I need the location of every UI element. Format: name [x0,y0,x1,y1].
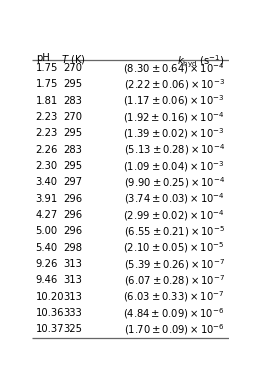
Text: $(9.90 \pm 0.25) \times 10^{-4}$: $(9.90 \pm 0.25) \times 10^{-4}$ [123,175,225,190]
Text: $(2.22 \pm 0.06) \times 10^{-3}$: $(2.22 \pm 0.06) \times 10^{-3}$ [124,77,225,92]
Text: 3.40: 3.40 [36,178,58,188]
Text: 283: 283 [64,145,83,155]
Text: 325: 325 [64,324,83,335]
Text: $(2.10 \pm 0.05) \times 10^{-5}$: $(2.10 \pm 0.05) \times 10^{-5}$ [123,240,225,255]
Text: 295: 295 [64,128,83,138]
Text: 297: 297 [64,178,83,188]
Text: 296: 296 [64,227,83,236]
Text: $(4.84 \pm 0.09) \times 10^{-6}$: $(4.84 \pm 0.09) \times 10^{-6}$ [123,306,225,320]
Text: $(2.99 \pm 0.02) \times 10^{-4}$: $(2.99 \pm 0.02) \times 10^{-4}$ [123,208,225,223]
Text: 283: 283 [64,96,83,106]
Text: $(5.13 \pm 0.28) \times 10^{-4}$: $(5.13 \pm 0.28) \times 10^{-4}$ [123,142,225,157]
Text: 3.91: 3.91 [36,194,58,204]
Text: $(8.30 \pm 0.64) \times 10^{-4}$: $(8.30 \pm 0.64) \times 10^{-4}$ [123,61,225,76]
Text: $(1.09 \pm 0.04) \times 10^{-3}$: $(1.09 \pm 0.04) \times 10^{-3}$ [123,159,225,173]
Text: 296: 296 [64,210,83,220]
Text: 313: 313 [64,275,83,285]
Text: 1.75: 1.75 [36,63,58,73]
Text: 296: 296 [64,194,83,204]
Text: $(6.07 \pm 0.28) \times 10^{-7}$: $(6.07 \pm 0.28) \times 10^{-7}$ [124,273,225,288]
Text: $(1.70 \pm 0.09) \times 10^{-6}$: $(1.70 \pm 0.09) \times 10^{-6}$ [124,322,225,337]
Text: 2.23: 2.23 [36,112,58,122]
Text: 10.36: 10.36 [36,308,64,318]
Text: 2.23: 2.23 [36,128,58,138]
Text: 5.00: 5.00 [36,227,58,236]
Text: $k_{\mathrm{hyd}}$ (s$^{-1}$): $k_{\mathrm{hyd}}$ (s$^{-1}$) [178,53,225,70]
Text: 2.30: 2.30 [36,161,58,171]
Text: 270: 270 [64,63,83,73]
Text: $(1.39 \pm 0.02) \times 10^{-3}$: $(1.39 \pm 0.02) \times 10^{-3}$ [123,126,225,141]
Text: $(5.39 \pm 0.26) \times 10^{-7}$: $(5.39 \pm 0.26) \times 10^{-7}$ [124,257,225,272]
Text: 295: 295 [64,79,83,89]
Text: 10.37: 10.37 [36,324,64,335]
Text: $(6.03 \pm 0.33) \times 10^{-7}$: $(6.03 \pm 0.33) \times 10^{-7}$ [123,290,225,304]
Text: 1.75: 1.75 [36,79,58,89]
Text: 313: 313 [64,259,83,269]
Text: $(1.92 \pm 0.16) \times 10^{-4}$: $(1.92 \pm 0.16) \times 10^{-4}$ [123,110,225,125]
Text: 313: 313 [64,292,83,302]
Text: $(1.17 \pm 0.06) \times 10^{-3}$: $(1.17 \pm 0.06) \times 10^{-3}$ [123,93,225,108]
Text: $(3.74 \pm 0.03) \times 10^{-4}$: $(3.74 \pm 0.03) \times 10^{-4}$ [124,191,225,206]
Text: pH: pH [36,53,50,63]
Text: 295: 295 [64,161,83,171]
Text: 10.20: 10.20 [36,292,64,302]
Text: 333: 333 [64,308,83,318]
Text: 270: 270 [64,112,83,122]
Text: 298: 298 [64,243,83,253]
Text: 2.26: 2.26 [36,145,58,155]
Text: 9.26: 9.26 [36,259,58,269]
Text: 4.27: 4.27 [36,210,58,220]
Text: $\mathit{T}$ (K): $\mathit{T}$ (K) [61,53,86,66]
Text: 1.81: 1.81 [36,96,58,106]
Text: 5.40: 5.40 [36,243,58,253]
Text: 9.46: 9.46 [36,275,58,285]
Text: $(6.55 \pm 0.21) \times 10^{-5}$: $(6.55 \pm 0.21) \times 10^{-5}$ [124,224,225,239]
